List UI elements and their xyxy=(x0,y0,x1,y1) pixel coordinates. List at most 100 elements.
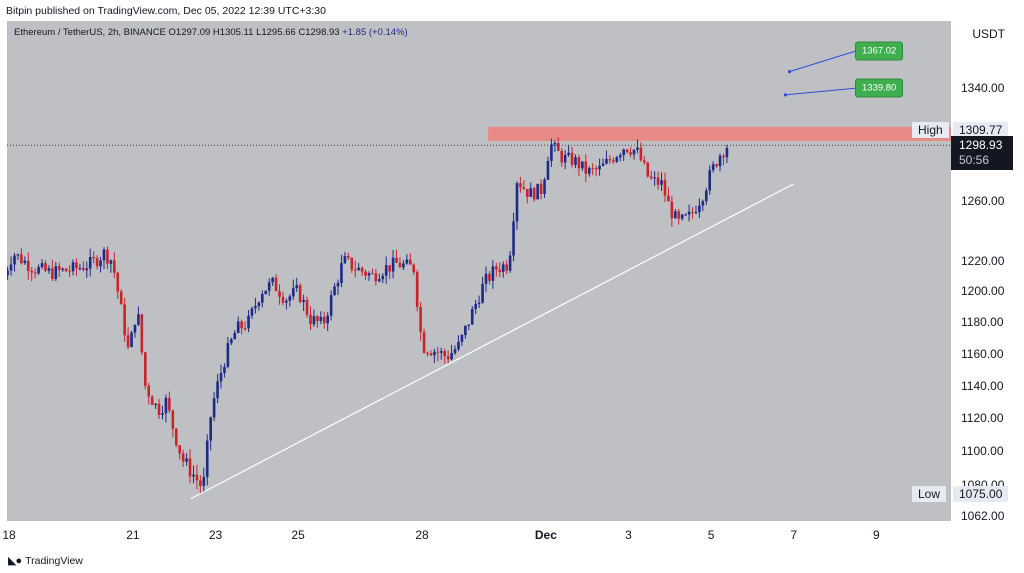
candle-body-173 xyxy=(598,165,601,170)
candle-body-209 xyxy=(722,155,725,158)
candle-body-143 xyxy=(495,266,498,270)
candle-body-130 xyxy=(450,353,453,360)
candle-body-36 xyxy=(126,335,130,348)
candle-body-105 xyxy=(364,271,367,276)
candle-body-152 xyxy=(526,189,529,197)
candle-body-195 xyxy=(674,211,677,219)
candle-body-191 xyxy=(660,180,663,185)
candle-body-133 xyxy=(460,335,464,342)
candle-body-165 xyxy=(570,152,574,165)
y-tick-label-8: 1220.00 xyxy=(961,253,1005,268)
candle-body-175 xyxy=(605,158,608,164)
price-chart-svg xyxy=(7,50,951,500)
legend-high-label: H xyxy=(212,27,220,38)
x-tick-label-2: 23 xyxy=(208,528,223,542)
candle-body-119 xyxy=(412,264,416,273)
candle-body-8 xyxy=(30,271,34,273)
candle-body-87 xyxy=(302,299,305,303)
candle-body-88 xyxy=(305,299,309,315)
y-tick-label-4: 1140.00 xyxy=(961,378,1004,393)
candle-body-158 xyxy=(546,160,550,180)
candle-body-59 xyxy=(205,440,209,477)
candle-body-46 xyxy=(161,413,164,415)
ohlc-legend: Ethereum / TetherUS, 2h, BINANCE O1297.0… xyxy=(14,27,408,38)
candle-body-135 xyxy=(467,324,471,326)
candle-body-6 xyxy=(23,260,27,264)
candle-body-205 xyxy=(708,170,712,191)
legend-open: 1297.09 xyxy=(175,27,211,38)
candle-body-56 xyxy=(195,474,199,481)
candle-body-155 xyxy=(536,183,539,200)
candle-body-17 xyxy=(61,268,64,270)
candle-body-176 xyxy=(608,158,612,161)
candle-body-20 xyxy=(71,262,75,272)
candle-body-182 xyxy=(629,152,632,155)
candle-body-93 xyxy=(322,316,326,324)
candle-body-86 xyxy=(298,285,302,303)
y-tick-label-7: 1200.00 xyxy=(961,284,1005,299)
candle-body-169 xyxy=(584,161,588,174)
y-tick-label-2: 1100.00 xyxy=(961,444,1004,459)
candle-body-142 xyxy=(491,266,495,281)
candle-body-79 xyxy=(274,277,278,292)
candle-body-55 xyxy=(192,474,195,477)
candle-body-67 xyxy=(233,332,237,340)
candle-body-112 xyxy=(388,265,391,272)
candle-body-80 xyxy=(278,291,281,297)
plot-area[interactable]: Ethereum / TetherUS, 2h, BINANCE O1297.0… xyxy=(7,21,951,521)
candle-body-134 xyxy=(464,325,467,336)
price-marker-1[interactable]: 1339.80 xyxy=(855,78,904,98)
candle-body-24 xyxy=(85,268,89,271)
bar-countdown: 50:56 xyxy=(959,153,990,168)
candle-body-100 xyxy=(347,256,350,258)
candle-body-34 xyxy=(119,291,123,305)
candle-body-141 xyxy=(488,273,491,281)
candle-body-190 xyxy=(656,177,660,185)
legend-symbol: Ethereum / TetherUS, 2h, BINANCE xyxy=(14,27,166,38)
candle-body-115 xyxy=(398,262,402,268)
price-axis[interactable]: USDT 1062.001080.001100.001120.001140.00… xyxy=(912,21,1013,523)
candle-body-132 xyxy=(457,341,460,350)
candle-body-35 xyxy=(123,304,126,336)
candle-body-149 xyxy=(515,183,519,222)
time-axis[interactable]: 18 21 23 25 28 Dec 3 5 7 9 xyxy=(2,521,951,547)
candle-body-26 xyxy=(92,257,95,259)
candle-body-170 xyxy=(587,168,591,174)
candle-body-162 xyxy=(560,150,564,163)
candle-body-75 xyxy=(261,294,264,303)
legend-close-label: C xyxy=(298,27,306,38)
candle-body-146 xyxy=(505,264,508,271)
candle-body-99 xyxy=(343,256,347,264)
candle-body-188 xyxy=(649,176,653,179)
candle-body-47 xyxy=(164,397,168,414)
candle-body-54 xyxy=(188,458,192,477)
candle-body-97 xyxy=(336,283,340,287)
candle-body-199 xyxy=(687,211,691,215)
candle-body-101 xyxy=(350,257,354,270)
price-marker-0[interactable]: 1367.02 xyxy=(855,41,904,61)
support-trendline xyxy=(190,183,794,500)
candle-body-70 xyxy=(243,328,247,330)
candle-body-121 xyxy=(419,306,422,332)
candle-body-110 xyxy=(381,275,385,280)
x-tick-label-9: 9 xyxy=(872,528,880,542)
candle-body-90 xyxy=(312,316,316,325)
candle-body-18 xyxy=(64,268,68,272)
candle-body-184 xyxy=(636,147,639,150)
candle-body-76 xyxy=(264,290,268,295)
y-tick-label-6: 1180.00 xyxy=(961,315,1004,330)
candle-body-203 xyxy=(701,201,705,206)
y-tick-label-0: 1062.00 xyxy=(961,509,1005,523)
candle-body-48 xyxy=(168,397,171,411)
candle-body-111 xyxy=(384,265,388,276)
candle-body-53 xyxy=(185,458,188,462)
x-tick-label-0: 18 xyxy=(2,528,16,542)
legend-low-label: L xyxy=(256,27,262,38)
candle-body-179 xyxy=(618,155,622,158)
brand: ◣● TradingView xyxy=(8,554,83,568)
resistance-zone xyxy=(488,126,951,141)
candle-body-83 xyxy=(288,296,292,301)
candle-body-25 xyxy=(88,257,92,269)
price-unit: USDT xyxy=(972,27,1005,41)
candle-body-61 xyxy=(212,398,216,418)
